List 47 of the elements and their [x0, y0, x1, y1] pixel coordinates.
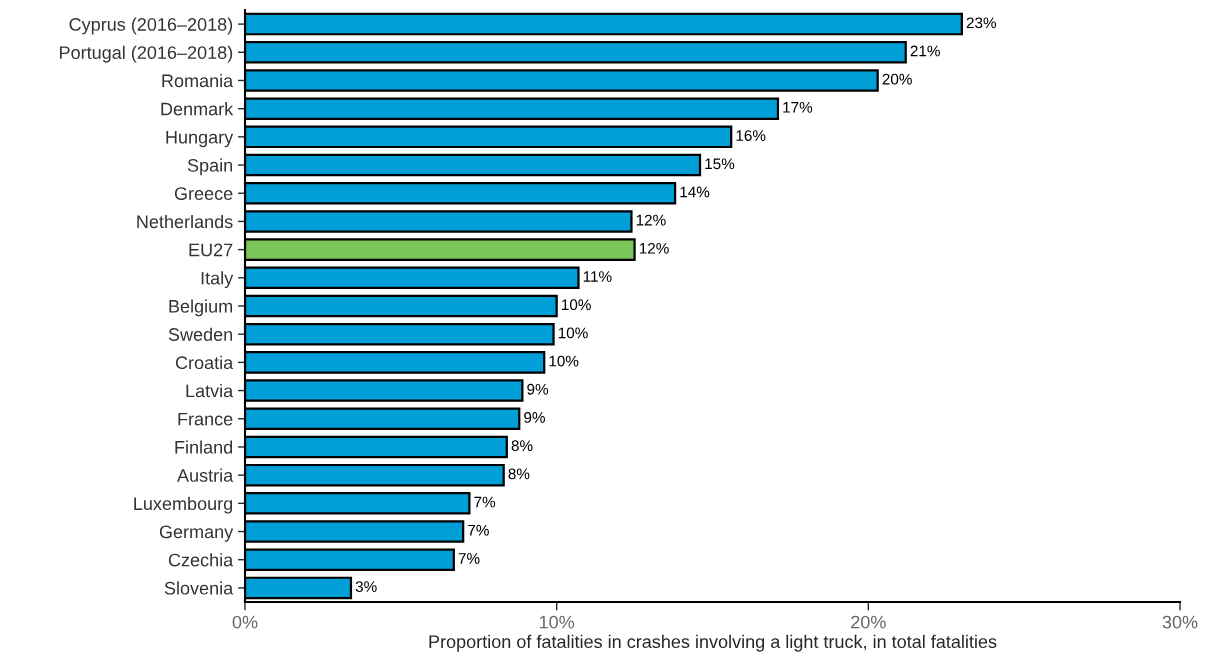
data-label: 11%	[583, 271, 612, 282]
y-tick-label: Belgium	[169, 299, 233, 317]
y-tick-label: Hungary	[166, 130, 234, 148]
data-label: 14%	[680, 186, 710, 198]
y-tick-label: Croatia	[175, 355, 234, 370]
y-tick-label: Sweden	[168, 327, 233, 341]
data-label: 12%	[636, 214, 666, 226]
x-tick-label: 0%	[232, 615, 258, 629]
y-tick-label: Spain	[187, 158, 233, 176]
data-label: 10%	[549, 355, 579, 367]
y-tick-label: Austria	[177, 468, 234, 482]
data-label: 20%	[882, 73, 912, 85]
data-label: 8%	[508, 468, 530, 480]
y-tick-label: Slovenia	[164, 581, 234, 595]
data-label: 17%	[783, 102, 813, 113]
x-tick-label: 10%	[539, 615, 575, 629]
data-label: 21%	[910, 45, 940, 57]
data-label: 15%	[705, 158, 735, 170]
y-tick-label: France	[178, 412, 233, 426]
y-tick-label: Germany	[159, 525, 234, 542]
x-axis-title: Proportion of fatalities in crashes involving a light truck, in total fatalities	[429, 634, 997, 652]
y-tick-label: Cyprus (2016–2018)	[69, 17, 233, 35]
data-label: 10%	[562, 299, 591, 311]
data-label: 12%	[639, 242, 669, 254]
y-tick-label: Netherlands	[137, 214, 233, 229]
y-tick-label: EU27	[189, 243, 233, 257]
y-tick-label: Latvia	[186, 384, 234, 398]
data-label: 9%	[527, 383, 549, 395]
y-tick-label: Portugal (2016–2018)	[60, 45, 233, 63]
y-tick-label: Finland	[175, 440, 233, 454]
y-tick-label: Romania	[162, 73, 234, 88]
data-label: 7%	[474, 496, 496, 508]
x-tick-label: 20%	[851, 615, 886, 629]
x-tick-label: 30%	[1162, 615, 1198, 629]
y-tick-label: Greece	[174, 187, 233, 200]
data-label: 7%	[458, 553, 480, 564]
y-tick-label: Italy	[201, 271, 234, 289]
data-label: 9%	[524, 412, 545, 423]
data-label: 23%	[966, 17, 997, 29]
data-label: 8%	[511, 440, 533, 452]
y-tick-label: Denmark	[161, 102, 234, 116]
data-label: 10%	[558, 327, 588, 339]
data-label: 7%	[468, 524, 489, 536]
data-label: 3%	[355, 581, 377, 593]
y-tick-label: Luxembourg	[134, 496, 233, 514]
y-tick-label: Czechia	[168, 553, 234, 567]
data-label: 16%	[736, 130, 766, 141]
